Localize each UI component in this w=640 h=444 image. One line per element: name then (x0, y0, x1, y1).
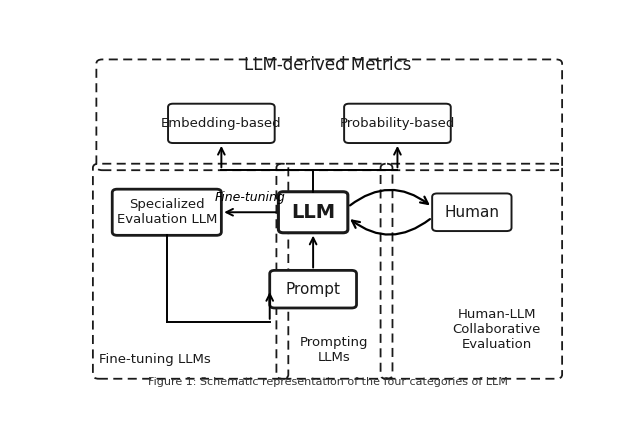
Text: Embedding-based: Embedding-based (161, 117, 282, 130)
FancyBboxPatch shape (344, 104, 451, 143)
Text: Human-LLM
Collaborative
Evaluation: Human-LLM Collaborative Evaluation (452, 308, 541, 351)
Text: LLM-derived Metrics: LLM-derived Metrics (244, 56, 412, 74)
FancyBboxPatch shape (432, 194, 511, 231)
FancyBboxPatch shape (168, 104, 275, 143)
Text: Fine-tuning LLMs: Fine-tuning LLMs (99, 353, 211, 366)
Text: Probability-based: Probability-based (340, 117, 455, 130)
Text: Figure 1: Schematic representation of the four categories of LLM: Figure 1: Schematic representation of th… (148, 377, 508, 387)
Text: Prompt: Prompt (285, 281, 340, 297)
Text: Specialized
Evaluation LLM: Specialized Evaluation LLM (116, 198, 217, 226)
Text: LLM: LLM (291, 203, 335, 222)
FancyBboxPatch shape (269, 270, 356, 308)
FancyBboxPatch shape (278, 192, 348, 233)
Text: Prompting
LLMs: Prompting LLMs (300, 337, 369, 365)
Text: Human: Human (444, 205, 499, 220)
Text: Fine-tuning: Fine-tuning (214, 191, 285, 204)
FancyBboxPatch shape (112, 189, 221, 235)
